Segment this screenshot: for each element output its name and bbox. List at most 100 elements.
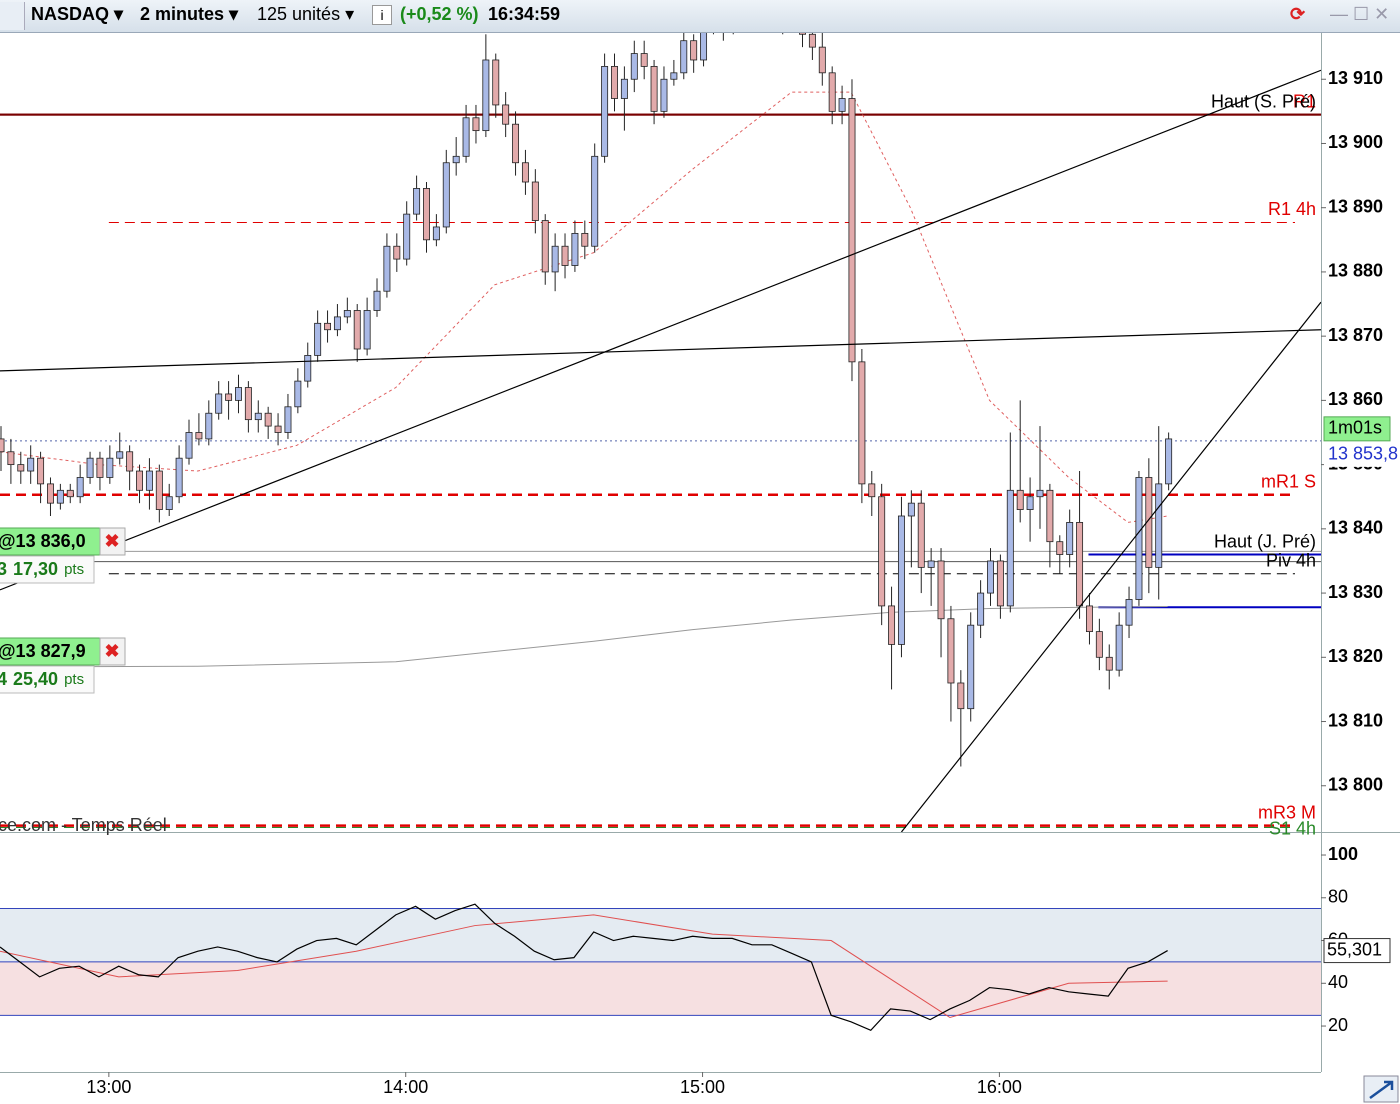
candle-body	[927, 560, 935, 568]
candle-body	[27, 457, 35, 472]
rsi-signal	[0, 914, 1168, 1019]
candle-body	[581, 232, 589, 247]
candle-body	[551, 245, 559, 273]
candle-body	[512, 123, 520, 164]
candle-body	[145, 470, 153, 491]
candle-body	[1016, 489, 1024, 510]
candle-body	[591, 155, 599, 247]
trendline	[900, 301, 1321, 832]
interval-select[interactable]: 2 minutes ▾	[140, 4, 239, 24]
y-tick-label: 13 870	[1328, 325, 1383, 345]
candle-body	[1145, 477, 1153, 568]
candle-body	[96, 457, 104, 478]
info-button[interactable]: i	[372, 5, 392, 25]
rsi-value-label: 55,301	[1327, 939, 1382, 959]
position-box	[0, 527, 101, 556]
y-tick-label: 13 890	[1328, 196, 1383, 216]
y-tick-label: 13 840	[1328, 518, 1383, 538]
level-label: mR1 S	[1261, 472, 1316, 492]
candle-body	[393, 245, 401, 260]
close-icon: ✖	[104, 531, 119, 551]
candle-body	[7, 451, 15, 466]
candle-body	[353, 310, 361, 350]
x-tick-label: 13:00	[86, 1077, 131, 1097]
candle-body	[848, 98, 856, 363]
candle-body	[1115, 624, 1123, 671]
candle-body	[611, 65, 618, 99]
pnl: 4 25,40 pts	[0, 669, 84, 689]
close-icon: ✖	[104, 641, 119, 661]
position-price: @13 827,9	[0, 641, 86, 661]
window-controls[interactable]: — ☐ ✕	[1330, 4, 1390, 24]
moving-average	[0, 91, 1168, 523]
y-tick-label: 13 900	[1328, 132, 1383, 152]
level-label: mR3 M	[1258, 802, 1316, 822]
candle-body	[215, 393, 223, 414]
rsi-value-box	[1323, 938, 1391, 964]
level-label: S1 4h	[1269, 818, 1316, 838]
candle-body	[413, 188, 421, 215]
candle-body	[967, 624, 975, 710]
rsi-line	[0, 903, 1168, 1032]
candle-body	[423, 188, 430, 241]
refresh-icon[interactable]: ⟳	[1290, 4, 1306, 24]
candle-body	[284, 406, 292, 433]
pnl-qty: 4	[0, 669, 7, 689]
candle-body	[858, 361, 866, 485]
candle-body	[571, 232, 579, 266]
pnl-pts: 25,40	[13, 669, 58, 689]
candle-body	[324, 322, 332, 331]
price-box	[1324, 442, 1400, 467]
close-button[interactable]	[99, 527, 126, 556]
trendline	[0, 69, 1321, 591]
candle-body	[977, 592, 985, 626]
candle-body	[403, 213, 411, 260]
candle-body	[957, 682, 965, 710]
y-tick-label: 13 860	[1328, 389, 1383, 409]
candle-body	[1076, 522, 1084, 607]
candle-body	[363, 310, 371, 350]
candle-body	[254, 412, 262, 421]
candle-body	[917, 502, 925, 568]
candle-body	[1046, 489, 1054, 543]
candle-body	[136, 470, 143, 491]
candle-body	[314, 322, 322, 356]
candle-body	[1006, 489, 1014, 607]
instrument: NASDAQ	[31, 4, 110, 24]
candle-body	[343, 310, 351, 318]
position-price: @13 836,0	[0, 531, 86, 551]
instrument-select[interactable]: NASDAQ ▾	[31, 4, 124, 24]
candle-body	[541, 220, 549, 273]
candle-body	[1135, 477, 1143, 600]
candle-body	[640, 53, 648, 67]
candle-body	[1026, 496, 1034, 510]
candle-body	[185, 432, 193, 459]
y-tick-label: 13 800	[1328, 775, 1383, 795]
candle-body	[828, 72, 836, 112]
pnl-unit: pts	[64, 561, 84, 578]
close-button[interactable]	[99, 637, 126, 666]
candle-body	[1165, 438, 1173, 485]
candle-body	[274, 425, 282, 433]
candle-body	[66, 489, 74, 498]
pnl-box	[0, 555, 95, 584]
candle-body	[799, 33, 806, 35]
expand-icon	[1369, 1080, 1394, 1100]
candle-body	[37, 457, 45, 485]
size-select[interactable]: 125 unités ▾	[257, 4, 355, 24]
candle-body	[808, 33, 816, 48]
candle-body	[155, 470, 163, 510]
candle-body	[0, 438, 5, 453]
candle-body	[442, 162, 450, 228]
candle-body	[1105, 656, 1113, 671]
candle-body	[333, 316, 341, 331]
level-label: R1	[1293, 91, 1316, 111]
candle-body	[561, 245, 569, 266]
trendline	[0, 329, 1321, 372]
y-tick-label: 13 810	[1328, 710, 1383, 730]
candle-body	[47, 483, 54, 504]
candle-body	[878, 496, 886, 607]
pnl: 3 17,30 pts	[0, 559, 84, 579]
